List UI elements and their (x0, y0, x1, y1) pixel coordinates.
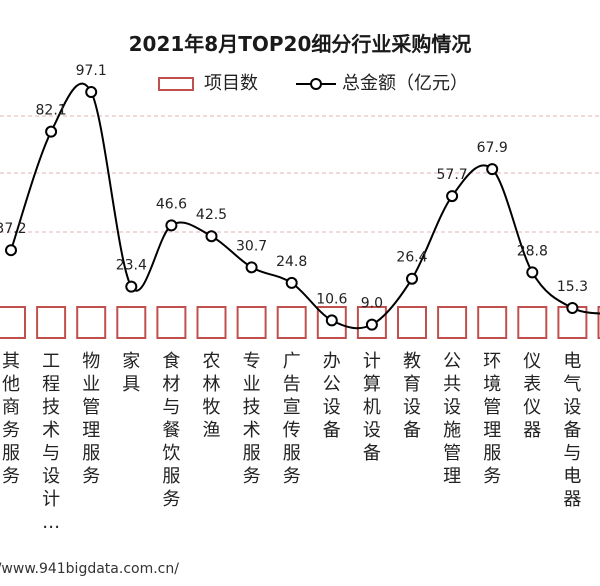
bar-5 (196, 306, 227, 339)
line-point-8 (325, 314, 338, 327)
data-label-7: 24.8 (276, 254, 307, 270)
bar-6 (236, 306, 267, 339)
line-point-5 (205, 230, 218, 243)
chart-title: 2021年8月TOP20细分行业采购情况 (128, 32, 472, 56)
bar-13 (517, 306, 548, 339)
category-label-3: 家具 (122, 351, 140, 395)
line-point-7 (285, 276, 298, 289)
bar-0 (0, 306, 26, 339)
category-label-13: 仪表仪器 (523, 351, 541, 441)
category-label-9: 计算机设备 (363, 351, 381, 464)
legend-label-line: 总金额（亿元） (342, 73, 468, 94)
bar-11 (437, 306, 468, 339)
bar-1 (36, 306, 67, 339)
bar-4 (156, 306, 187, 339)
category-label-4: 食材与餐饮服务 (162, 351, 180, 510)
data-label-0: 37.2 (0, 221, 27, 237)
category-label-2: 物业管理服务 (82, 351, 100, 487)
data-label-2: 97.1 (76, 63, 107, 79)
line-point-1 (45, 125, 58, 138)
legend-bar-swatch (158, 77, 194, 91)
category-label-1: 工程技术与设计… (42, 351, 60, 533)
bar-10 (397, 306, 427, 339)
line-series (10, 82, 600, 330)
category-label-6: 专业技术服务 (243, 351, 261, 487)
data-label-13: 28.8 (517, 243, 548, 259)
data-label-4: 46.6 (156, 196, 187, 212)
line-point-14 (566, 302, 579, 315)
source-url: //www.941bigdata.com.cn/ (0, 561, 179, 577)
bar-15 (597, 306, 600, 339)
data-label-9: 9.0 (361, 296, 383, 312)
line-point-4 (165, 219, 178, 232)
data-label-5: 42.5 (196, 207, 227, 223)
category-label-12: 环境管理服务 (483, 351, 501, 487)
data-label-3: 23.4 (116, 258, 147, 274)
category-label-0: 其他商务服务 (2, 351, 20, 487)
bar-7 (276, 306, 307, 339)
data-label-6: 30.7 (236, 238, 267, 254)
category-label-14: 电气设备与电器 (563, 351, 581, 510)
line-point-10 (406, 272, 418, 285)
category-label-8: 办公设备 (323, 351, 341, 441)
category-label-7: 广告宣传服务 (283, 351, 301, 487)
line-point-3 (125, 280, 138, 293)
bar-2 (76, 306, 107, 339)
bar-3 (116, 306, 147, 339)
category-label-11: 公共设施管理 (443, 351, 461, 487)
legend-label-bars: 项目数 (204, 73, 258, 94)
data-label-1: 82.1 (36, 103, 67, 119)
line-point-0 (5, 244, 17, 257)
data-label-14: 15.3 (557, 279, 588, 295)
line-point-6 (245, 261, 258, 274)
legend-line-swatch (296, 78, 336, 90)
data-label-12: 67.9 (477, 140, 508, 156)
bar-12 (477, 306, 508, 339)
line-point-11 (446, 190, 459, 203)
category-label-5: 农林牧渔 (203, 351, 221, 441)
category-label-10: 教育设备 (403, 351, 421, 441)
data-label-10: 26.4 (396, 250, 427, 266)
legend: 项目数 总金额（亿元） (0, 72, 600, 96)
data-label-8: 10.6 (316, 291, 347, 307)
line-point-9 (365, 318, 378, 331)
line-point-12 (486, 163, 499, 176)
data-label-11: 57.7 (437, 167, 468, 183)
line-point-2 (85, 86, 98, 99)
line-point-13 (526, 266, 539, 279)
